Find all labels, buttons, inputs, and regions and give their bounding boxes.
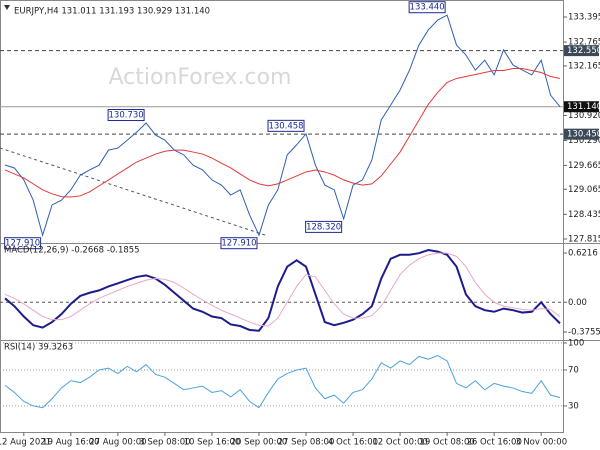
y-tick-label: 100 — [568, 338, 584, 348]
value-label-box — [4, 237, 42, 250]
level-label: 130.450 — [567, 130, 600, 140]
y-tick-label: 133.395 — [568, 13, 600, 23]
value-label: 130.458 — [268, 121, 303, 131]
trend-line — [0, 147, 266, 236]
value-label-box — [267, 119, 305, 132]
y-tick-label: 70 — [568, 365, 579, 375]
series-line — [4, 68, 561, 198]
value-label-box — [220, 237, 258, 250]
y-tick-label: 0.00 — [568, 298, 587, 308]
last-price-label: 131.140 — [567, 102, 600, 112]
y-tick-label: 130.920 — [568, 111, 600, 121]
y-tick-label: 128.435 — [568, 210, 600, 220]
value-label: 130.730 — [109, 111, 144, 121]
x-tick-label: 12 Aug 2021 — [0, 438, 51, 448]
level-box — [564, 128, 599, 140]
x-tick-label: 26 Oct 16:00 — [466, 438, 521, 448]
value-label: 128.320 — [306, 222, 341, 232]
x-tick-label: 19 Aug 16:00 — [42, 438, 99, 448]
x-tick-label: 3 Sep 08:00 — [139, 438, 190, 448]
level-label: 132.550 — [567, 46, 600, 56]
value-label: 127.910 — [5, 239, 40, 249]
x-tick-label: 3 Nov 00:00 — [515, 438, 567, 448]
y-tick-label: 129.065 — [568, 185, 600, 195]
y-tick-label: 132.165 — [568, 61, 600, 71]
x-tick-label: 19 Oct 08:00 — [419, 438, 474, 448]
level-box — [564, 45, 599, 57]
panel-title: MACD(12,26,9) -0.2668 -0.1855 — [4, 246, 140, 256]
series-line — [4, 248, 561, 332]
plot-frame — [0, 0, 564, 433]
menu-icon — [4, 5, 10, 10]
last-price-box — [564, 101, 599, 113]
value-label-box — [107, 109, 145, 122]
series-line — [4, 252, 561, 327]
value-label-box — [408, 1, 446, 14]
value-label-box — [305, 220, 343, 233]
x-tick-label: 12 Oct 00:00 — [372, 438, 427, 448]
series-line — [4, 14, 561, 237]
y-tick-label: -0.3755 — [568, 327, 600, 337]
y-tick-label: 127.815 — [568, 234, 600, 244]
value-label: 127.910 — [221, 239, 256, 249]
panel-title: RSI(14) 39.3263 — [4, 343, 73, 353]
y-tick-label: 30 — [568, 401, 579, 411]
value-label: 133.440 — [410, 3, 445, 13]
series-line — [4, 355, 561, 409]
x-tick-label: 4 Oct 16:00 — [328, 438, 378, 448]
panel-title: EURJPY,H4 131.011 131.193 130.929 131.14… — [14, 7, 210, 17]
x-tick-label: 10 Sep 16:00 — [184, 438, 241, 448]
y-tick-label: 132.765 — [568, 38, 600, 48]
y-tick-label: 0.6216 — [568, 249, 598, 259]
x-tick-label: 27 Aug 00:00 — [89, 438, 146, 448]
y-tick-label: 130.290 — [568, 136, 600, 146]
x-tick-label: 27 Sep 08:00 — [278, 438, 335, 448]
x-tick-label: 20 Sep 00:00 — [231, 438, 288, 448]
y-tick-label: 129.665 — [568, 161, 600, 171]
watermark: ActionForex.com — [109, 65, 292, 90]
